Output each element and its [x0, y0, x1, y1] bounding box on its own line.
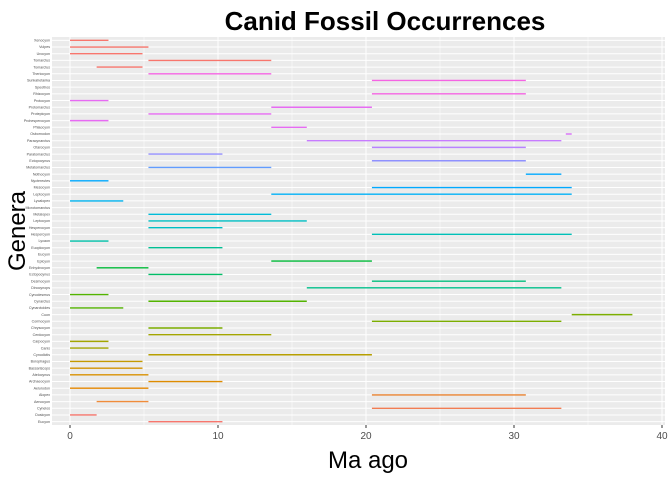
genus-tick-label: Prohesperocyon: [24, 119, 50, 123]
genus-tick-label: Atelocynus: [32, 373, 50, 377]
genus-tick-label: Vulpes: [39, 45, 50, 49]
grid: [52, 37, 665, 425]
genus-tick-label: Canis: [41, 346, 50, 350]
genus-tick-label: Aelurodon: [34, 386, 50, 390]
genus-tick-label: Eucyon: [38, 253, 50, 257]
genus-tick-label: Desmocyon: [31, 279, 50, 283]
genus-tick-label: Osbornodon: [30, 132, 50, 136]
genus-tick-label: Protomarctus: [29, 105, 51, 109]
genus-tick-label: Protepicyon: [31, 112, 50, 116]
genus-tick-label: Rhizocyon: [33, 92, 50, 96]
genus-tick-label: Tomarctus: [33, 65, 50, 69]
genus-tick-label: Phlaocyon: [33, 126, 50, 130]
genus-tick-label: Aenocyon: [34, 400, 50, 404]
genus-tick-label: Cynarctus: [34, 299, 50, 303]
genus-tick-label: Epicyon: [37, 259, 50, 263]
genus-tick-label: Ectopocynus: [29, 159, 50, 163]
bars: [70, 39, 633, 423]
genus-tick-label: Borophagus: [31, 360, 51, 364]
x-tick-label: 40: [656, 431, 668, 442]
genus-tick-label: Cormocyon: [32, 320, 50, 324]
genus-tick-label: Ectopocynus: [29, 273, 50, 277]
chart-title: Canid Fossil Occurrences: [225, 6, 546, 36]
genus-tick-label: Metatomarctus: [26, 166, 50, 170]
genus-tick-label: Hesperocyon: [29, 226, 50, 230]
x-axis-title: Ma ago: [328, 447, 408, 474]
genus-tick-label: Nyctereutes: [31, 179, 50, 183]
x-tick-label: 30: [508, 431, 520, 442]
y-tick-labels: Xenocyon Vulpes Urocyon Tomarctus Tomarctus T…: [24, 39, 50, 424]
genus-tick-label: Sunkahetanka: [27, 79, 50, 83]
genus-tick-label: Carpocyon: [33, 340, 50, 344]
genus-tick-label: Archaeocyon: [29, 380, 50, 384]
genus-tick-label: Alopex: [39, 393, 50, 397]
genus-tick-label: Cynarctoides: [29, 306, 50, 310]
genus-tick-label: Cynodictis: [33, 353, 50, 357]
genus-tick-label: Cuon: [41, 313, 50, 317]
genus-tick-label: Leptocyon: [33, 219, 50, 223]
genus-tick-label: Dinocynops: [31, 286, 50, 290]
genus-tick-label: Otarocyon: [33, 146, 50, 150]
genus-tick-label: Chrysocyon: [31, 326, 50, 330]
genus-tick-label: Metalopex: [33, 212, 50, 216]
genus-tick-label: Enhydrocyon: [29, 266, 50, 270]
x-axis: 0 10 20 30 40: [67, 425, 668, 442]
genus-tick-label: Protocyon: [34, 99, 50, 103]
genus-tick-label: Lycalopex: [34, 199, 50, 203]
plot-panel: [52, 37, 665, 425]
genus-tick-label: Xenocyon: [34, 39, 50, 43]
genus-tick-label: Leptocyon: [33, 192, 50, 196]
genus-tick-label: Dusicyon: [35, 413, 50, 417]
genus-tick-label: Eucyon: [38, 420, 50, 424]
y-axis-title: Genera: [4, 190, 31, 271]
genus-tick-label: Tomarctus: [33, 59, 50, 63]
genus-tick-label: Paratomarctus: [27, 152, 51, 156]
genus-tick-label: Cynelos: [37, 406, 50, 410]
x-tick-label: 0: [67, 431, 73, 442]
genus-tick-label: Paracynarctus: [27, 139, 50, 143]
genus-tick-label: Lycaon: [39, 239, 50, 243]
genus-tick-label: Cynodesmus: [29, 293, 50, 297]
genus-tick-label: Speothos: [35, 85, 50, 89]
x-tick-label: 10: [212, 431, 224, 442]
genus-tick-label: Bassariscops: [29, 366, 51, 370]
genus-tick-label: Cerdocyon: [33, 333, 50, 337]
genus-tick-label: Microtomarctus: [25, 206, 50, 210]
genus-tick-label: Theriocyon: [32, 72, 50, 76]
genus-tick-label: Urocyon: [37, 52, 50, 56]
x-tick-label: 20: [360, 431, 372, 442]
genus-tick-label: Hespercyon: [31, 233, 50, 237]
genus-tick-label: Mesocyon: [34, 186, 50, 190]
genus-tick-label: Nothocyon: [33, 172, 50, 176]
genus-tick-label: Euoplocyon: [31, 246, 50, 250]
